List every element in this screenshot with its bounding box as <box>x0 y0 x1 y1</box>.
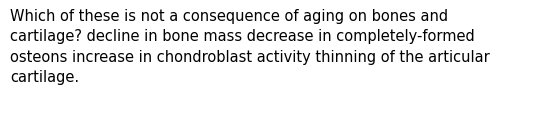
Text: Which of these is not a consequence of aging on bones and
cartilage? decline in : Which of these is not a consequence of a… <box>10 9 490 85</box>
